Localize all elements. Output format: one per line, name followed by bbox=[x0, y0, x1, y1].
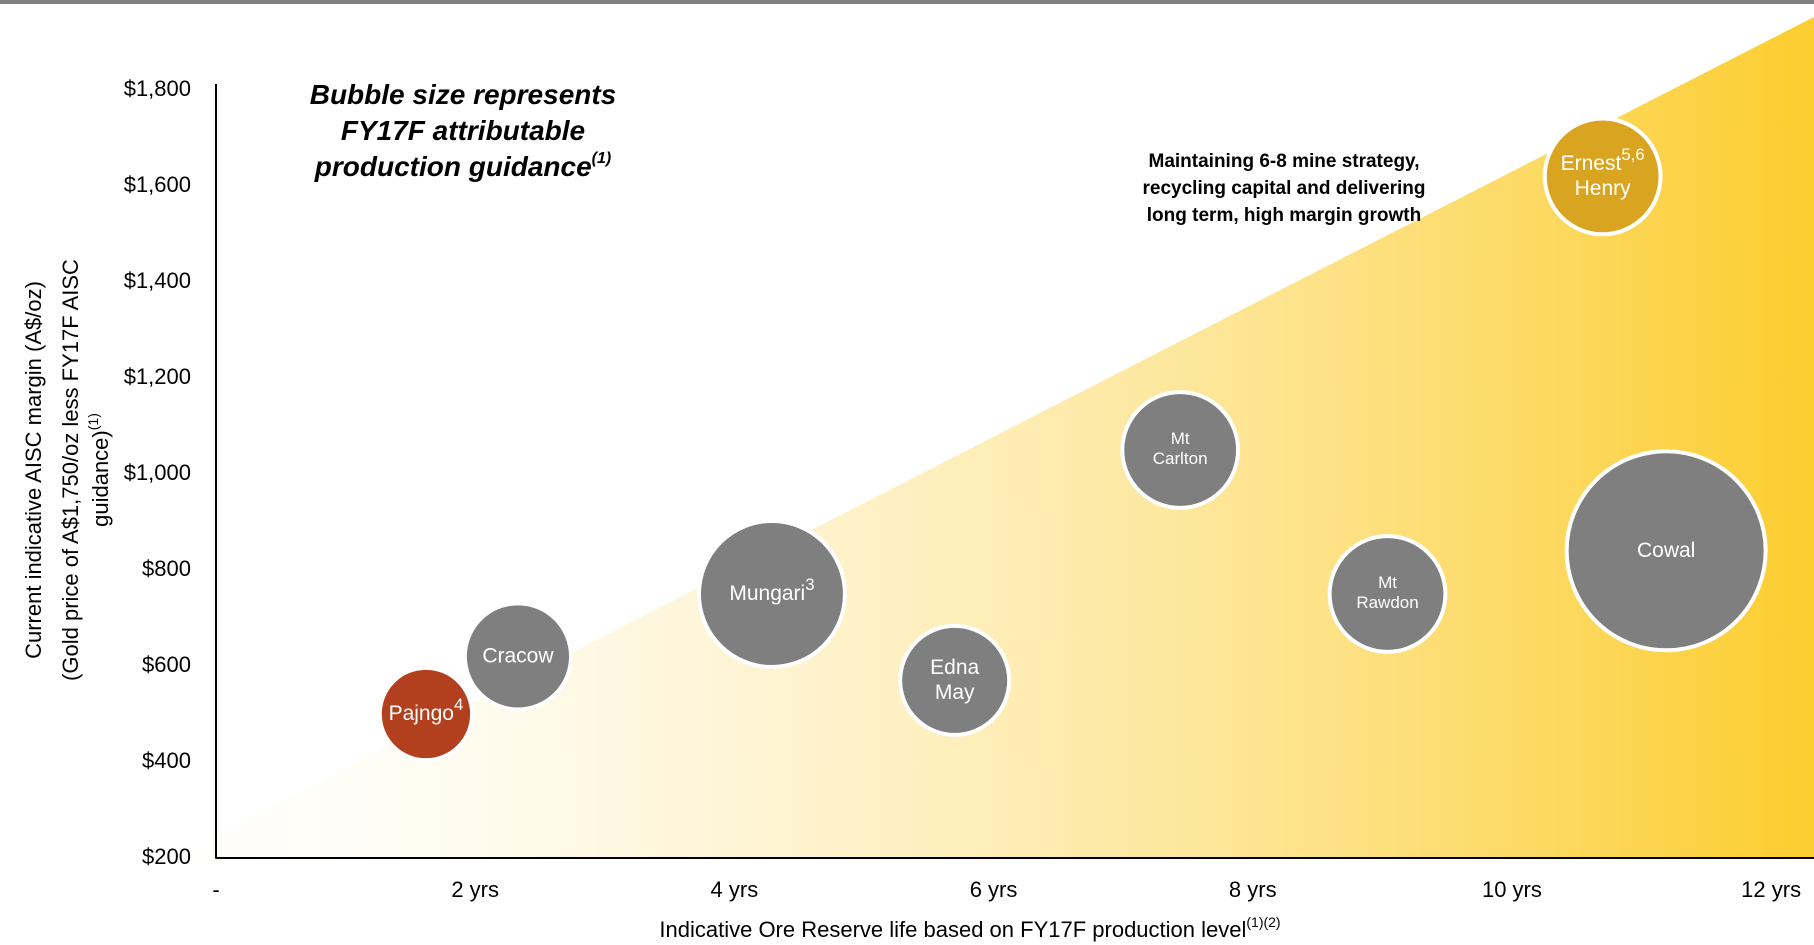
y-axis-title-line: guidance) bbox=[88, 430, 113, 527]
y-axis-title: guidance)(1) bbox=[85, 413, 113, 527]
bubble-label-text: Henry bbox=[1575, 177, 1632, 200]
bubble-label-text: Carlton bbox=[1153, 450, 1208, 469]
bubble bbox=[1564, 449, 1768, 653]
y-tick-label: $800 bbox=[142, 556, 191, 581]
bubble-label-sup: 3 bbox=[805, 575, 814, 594]
bubble-note-sup: (1) bbox=[592, 150, 612, 167]
bubble bbox=[696, 518, 847, 670]
y-axis-title-sup: (1) bbox=[85, 413, 101, 430]
y-axis-title: Current indicative AISC margin (A$/oz) bbox=[21, 281, 46, 659]
bubble-label-text: May bbox=[935, 681, 975, 704]
x-axis-title-text: Indicative Ore Reserve life based on FY1… bbox=[659, 917, 1246, 942]
y-axis-title-line: Current indicative AISC margin (A$/oz) bbox=[21, 281, 46, 659]
bubble-label: Carlton bbox=[1153, 450, 1208, 469]
bubble-note: Bubble size represents bbox=[310, 79, 617, 110]
y-tick-label: $1,000 bbox=[124, 460, 191, 485]
bubble-label: Ernest5,6 bbox=[1561, 145, 1645, 174]
bubble bbox=[1542, 116, 1663, 237]
bubble bbox=[1327, 534, 1448, 654]
y-tick-label: $1,800 bbox=[124, 76, 191, 101]
bubble-label-text: Pajngo bbox=[389, 702, 454, 725]
bubble bbox=[377, 665, 475, 763]
x-axis-title: Indicative Ore Reserve life based on FY1… bbox=[659, 914, 1280, 942]
bubble-label-text: Mt bbox=[1378, 573, 1397, 592]
bubble-note: production guidance(1) bbox=[314, 150, 611, 182]
strategy-note: long term, high margin growth bbox=[1147, 205, 1421, 226]
bubble-note-line: FY17F attributable bbox=[341, 115, 585, 146]
bubble bbox=[898, 623, 1012, 737]
bubble-label-text: Ernest bbox=[1561, 151, 1622, 174]
top-rule bbox=[0, 0, 1814, 4]
bubble-label-sup: 4 bbox=[454, 695, 463, 714]
y-tick-label: $1,400 bbox=[124, 268, 191, 293]
bubble-label: Cowal bbox=[1637, 538, 1695, 561]
x-tick-label: 6 yrs bbox=[970, 877, 1018, 902]
bubble bbox=[1120, 390, 1241, 510]
y-tick-label: $600 bbox=[142, 652, 191, 677]
y-axis-title: (Gold price of A$1,750/oz less FY17F AIS… bbox=[58, 259, 83, 681]
bubble-label: Cracow bbox=[482, 644, 554, 667]
bubble-label: Mt bbox=[1171, 429, 1190, 448]
y-tick-label: $200 bbox=[142, 844, 191, 869]
bubble-label: Edna bbox=[930, 655, 979, 678]
bubble-note: FY17F attributable bbox=[341, 115, 585, 146]
x-tick-label: 10 yrs bbox=[1482, 877, 1542, 902]
bubble-label-text: Mungari bbox=[729, 582, 805, 605]
y-tick-label: $1,600 bbox=[124, 172, 191, 197]
x-tick-label: 2 yrs bbox=[451, 877, 499, 902]
bubble bbox=[462, 601, 574, 712]
bubble-label-text: Edna bbox=[930, 655, 979, 678]
x-tick-label: 8 yrs bbox=[1229, 877, 1277, 902]
bubble-label-text: Cowal bbox=[1637, 538, 1695, 561]
bubble-note-line: production guidance bbox=[314, 151, 592, 182]
bubble-note-line: Bubble size represents bbox=[310, 79, 617, 110]
bubble-label-sup: 5,6 bbox=[1621, 145, 1644, 164]
y-axis-title-line: (Gold price of A$1,750/oz less FY17F AIS… bbox=[58, 259, 83, 681]
bubble-label: Henry bbox=[1575, 177, 1632, 200]
y-tick-label: $1,200 bbox=[124, 364, 191, 389]
x-axis-title-sup: (1)(2) bbox=[1246, 914, 1280, 930]
strategy-note: Maintaining 6-8 mine strategy, bbox=[1149, 151, 1420, 172]
bubble-label-text: Rawdon bbox=[1356, 594, 1418, 613]
bubble-label: Mungari3 bbox=[729, 575, 814, 604]
bubble-label: Pajngo4 bbox=[389, 695, 464, 724]
strategy-note: recycling capital and delivering bbox=[1143, 178, 1426, 199]
y-tick-label: $400 bbox=[142, 748, 191, 773]
x-tick-label: - bbox=[212, 877, 219, 902]
bubble-label: Rawdon bbox=[1356, 594, 1418, 613]
bubble-label: Mt bbox=[1378, 573, 1397, 592]
bubble-label-text: Mt bbox=[1171, 429, 1190, 448]
x-tick-label: 12 yrs bbox=[1741, 877, 1801, 902]
bubble-label-text: Cracow bbox=[482, 644, 554, 667]
bubble-label: May bbox=[935, 681, 975, 704]
x-tick-label: 4 yrs bbox=[711, 877, 759, 902]
